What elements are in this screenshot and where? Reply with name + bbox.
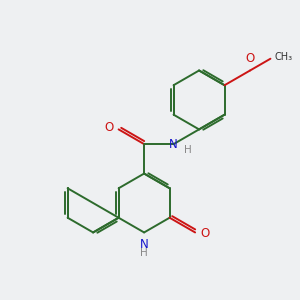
Text: N: N [140, 238, 148, 251]
Text: H: H [140, 248, 148, 258]
Text: H: H [184, 145, 192, 155]
Text: CH₃: CH₃ [274, 52, 292, 61]
Text: O: O [104, 122, 113, 134]
Text: N: N [169, 138, 178, 151]
Text: O: O [245, 52, 255, 65]
Text: O: O [200, 227, 210, 240]
